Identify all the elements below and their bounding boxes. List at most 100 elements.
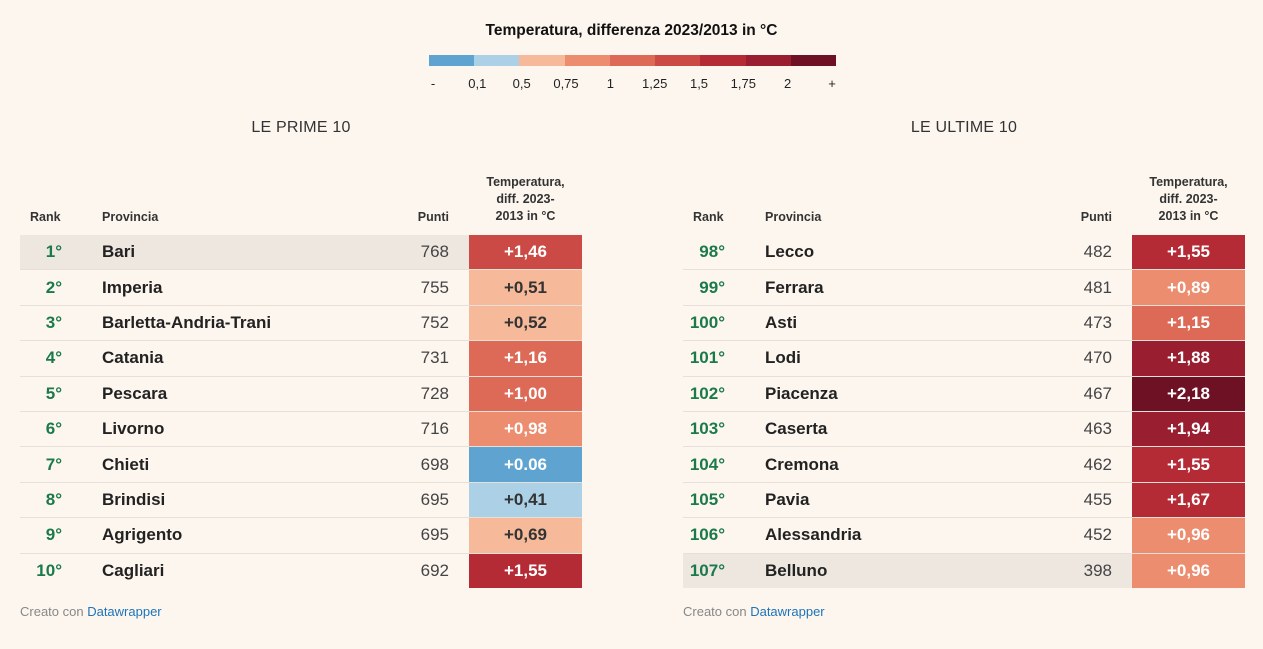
header-temp-line: Temperatura, [1149, 175, 1228, 189]
legend-swatch [790, 55, 836, 66]
provincia-cell: Bari [102, 242, 136, 262]
table-row: 9° Agrigento 695 +0,69 [20, 518, 582, 554]
rank-cell: 98° [699, 242, 725, 262]
legend-tick-label: - [430, 76, 436, 91]
datawrapper-link[interactable]: Datawrapper [87, 604, 162, 619]
table-row: 101° Lodi 470 +1,88 [683, 341, 1245, 377]
provincia-cell: Barletta-Andria-Trani [102, 312, 272, 332]
legend-color-bar [429, 55, 836, 66]
punti-cell: 692 [420, 560, 449, 580]
table-row: 102° Piacenza 467 +2,18 [683, 376, 1245, 412]
punti-cell: 752 [420, 312, 449, 332]
header-punti: Punti [1080, 210, 1112, 224]
provincia-cell: Belluno [765, 560, 828, 580]
table-top-10: Rank Provincia Punti Temperatura, diff. 2023… [20, 168, 582, 588]
table-row: 103° Caserta 463 +1,94 [683, 411, 1245, 448]
table-row: 10° Cagliari 692 +1,55 [20, 553, 582, 588]
provincia-cell: Agrigento [102, 525, 183, 545]
rank-cell: 10° [36, 560, 62, 580]
footer-left: Creato con Datawrapper [20, 604, 162, 619]
temperature-cell: +0,96 [1132, 553, 1245, 588]
table-row: 107° Belluno 398 +0,96 [683, 553, 1245, 588]
legend-title: Temperatura, differenza 2023/2013 in °C [485, 22, 778, 39]
provincia-cell: Alessandria [765, 525, 862, 545]
legend-ticks: - 0,1 0,5 0,75 1 1,25 1,5 1,75 2 + [0, 76, 1263, 94]
punti-cell: 463 [1083, 419, 1112, 439]
legend-swatch [700, 55, 746, 66]
table-row: 8° Brindisi 695 +0,41 [20, 482, 582, 519]
rank-cell: 100° [689, 312, 725, 332]
temperature-cell: +1,67 [1132, 482, 1245, 518]
punti-cell: 695 [420, 525, 449, 545]
table-row: 105° Pavia 455 +1,67 [683, 482, 1245, 519]
legend-tick-label: + [828, 76, 836, 91]
punti-cell: 470 [1083, 348, 1112, 368]
header-temp-line: diff. 2023- [1159, 192, 1218, 206]
temperature-cell: +2,18 [1132, 376, 1245, 411]
rank-cell: 4° [45, 348, 62, 368]
table-row: 4° Catania 731 +1,16 [20, 341, 582, 377]
table-bottom-10: Rank Provincia Punti Temperatura, diff. 2023… [683, 168, 1245, 588]
temperature-cell: +1,15 [1132, 305, 1245, 341]
legend-swatch [609, 55, 656, 66]
punti-cell: 473 [1083, 312, 1112, 332]
rank-cell: 105° [689, 489, 725, 509]
provincia-cell: Cremona [765, 454, 839, 474]
rank-cell: 106° [689, 525, 725, 545]
header-provincia: Provincia [765, 210, 822, 224]
datawrapper-link[interactable]: Datawrapper [750, 604, 825, 619]
header-temperature: Temperatura, diff. 2023- 2013 in °C [1132, 174, 1245, 225]
section-title-bottom: LE ULTIME 10 [910, 119, 1018, 136]
table-row: 5° Pescara 728 +1,00 [20, 376, 582, 412]
provincia-cell: Pescara [102, 383, 168, 403]
legend-swatch [745, 55, 791, 66]
rank-cell: 1° [45, 242, 62, 262]
rank-cell: 2° [45, 277, 62, 297]
punti-cell: 452 [1083, 525, 1112, 545]
legend-tick-label: 1,25 [642, 76, 668, 91]
temperature-cell: +0,89 [1132, 270, 1245, 305]
table-row: 100° Asti 473 +1,15 [683, 305, 1245, 342]
footer-prefix: Creato con [683, 604, 751, 619]
rank-cell: 104° [689, 454, 725, 474]
legend-swatch [564, 55, 610, 66]
temperature-cell: +0,41 [469, 482, 582, 518]
temperature-cell: +1,55 [1132, 235, 1245, 270]
legend-swatch [474, 55, 520, 66]
legend-swatch [519, 55, 565, 66]
header-punti: Punti [417, 210, 449, 224]
table-row: 98° Lecco 482 +1,55 [683, 235, 1245, 271]
provincia-cell: Asti [765, 312, 798, 332]
provincia-cell: Livorno [102, 419, 165, 439]
table-row: 7° Chieti 698 +0.06 [20, 447, 582, 483]
temperature-cell: +0,51 [469, 270, 582, 305]
punti-cell: 455 [1083, 489, 1112, 509]
header-rank: Rank [30, 210, 61, 224]
provincia-cell: Chieti [102, 454, 150, 474]
legend-tick-label: 0,75 [553, 76, 579, 91]
provincia-cell: Brindisi [102, 489, 166, 509]
legend-tick-label: 1,5 [689, 76, 709, 91]
table-row: 6° Livorno 716 +0,98 [20, 411, 582, 448]
temperature-cell: +0,98 [469, 411, 582, 447]
rank-cell: 3° [45, 312, 62, 332]
rank-cell: 7° [45, 454, 62, 474]
temperature-cell: +1,55 [1132, 447, 1245, 482]
temperature-cell: +0.06 [469, 447, 582, 482]
punti-cell: 716 [420, 419, 449, 439]
punti-cell: 728 [420, 383, 449, 403]
provincia-cell: Cagliari [102, 560, 165, 580]
legend-swatch [429, 55, 475, 66]
temperature-cell: +0,52 [469, 305, 582, 341]
header-provincia: Provincia [102, 210, 159, 224]
punti-cell: 467 [1083, 383, 1112, 403]
temperature-cell: +1,88 [1132, 341, 1245, 376]
provincia-cell: Caserta [765, 419, 828, 439]
punti-cell: 695 [420, 489, 449, 509]
rank-cell: 107° [689, 560, 725, 580]
provincia-cell: Ferrara [765, 277, 824, 297]
punti-cell: 731 [420, 348, 449, 368]
footer-prefix: Creato con [20, 604, 88, 619]
header-temp-line: 2013 in °C [1158, 209, 1219, 223]
legend-tick-label: 0,1 [468, 76, 487, 91]
